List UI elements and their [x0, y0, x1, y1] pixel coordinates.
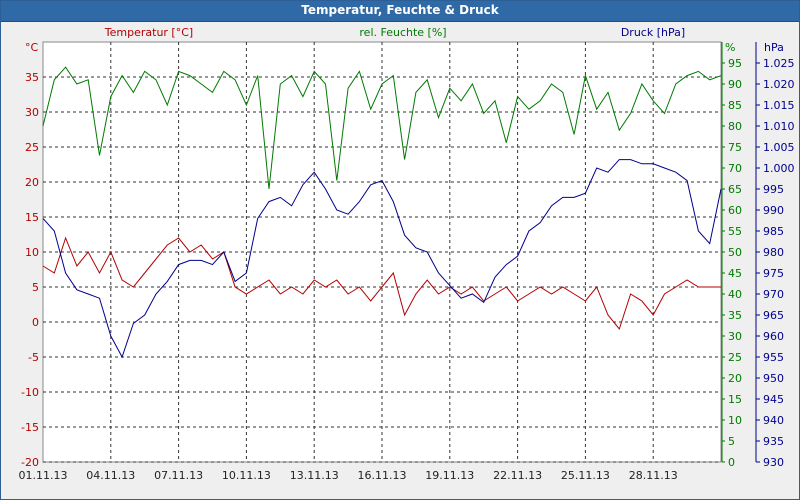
- pressure-tick-label: 940: [763, 414, 784, 427]
- humidity-tick-label: 90: [728, 78, 742, 91]
- humidity-tick-label: 95: [728, 57, 742, 70]
- temperature-tick-label: -10: [21, 386, 39, 399]
- humidity-tick-label: 45: [728, 267, 742, 280]
- pressure-tick-label: 1.010: [763, 120, 795, 133]
- pressure-tick-label: 960: [763, 330, 784, 343]
- pressure-tick-label: 930: [763, 456, 784, 469]
- temperature-unit-label: °C: [25, 41, 39, 54]
- x-tick-label: 25.11.13: [561, 469, 610, 482]
- pressure-tick-label: 955: [763, 351, 784, 364]
- humidity-tick-label: 10: [728, 414, 742, 427]
- pressure-tick-label: 990: [763, 204, 784, 217]
- humidity-tick-label: 25: [728, 351, 742, 364]
- temperature-tick-label: 5: [32, 281, 39, 294]
- pressure-series-line: [42, 159, 722, 359]
- temperature-series-line: [42, 236, 721, 331]
- humidity-tick-label: 80: [728, 120, 742, 133]
- pressure-tick-label: 1.005: [763, 141, 795, 154]
- humidity-tick-label: 65: [728, 183, 742, 196]
- pressure-tick-label: 975: [763, 267, 784, 280]
- humidity-tick-label: 30: [728, 330, 742, 343]
- pressure-tick-label: 945: [763, 393, 784, 406]
- humidity-tick-label: 40: [728, 288, 742, 301]
- temperature-tick-label: 0: [32, 316, 39, 329]
- humidity-series-line: [42, 66, 722, 190]
- legend-humidity: rel. Feuchte [%]: [359, 26, 446, 39]
- x-tick-label: 16.11.13: [358, 469, 407, 482]
- temperature-tick-label: 20: [25, 176, 39, 189]
- x-tick-label: 07.11.13: [154, 469, 203, 482]
- humidity-tick-label: 70: [728, 162, 742, 175]
- temperature-tick-label: -20: [21, 456, 39, 469]
- pressure-tick-label: 995: [763, 183, 784, 196]
- pressure-tick-label: 1.015: [763, 99, 795, 112]
- pressure-tick-label: 970: [763, 288, 784, 301]
- pressure-tick-label: 1.025: [763, 57, 795, 70]
- humidity-tick-label: 55: [728, 225, 742, 238]
- humidity-tick-label: 60: [728, 204, 742, 217]
- x-tick-label: 04.11.13: [86, 469, 135, 482]
- x-tick-label: 13.11.13: [290, 469, 339, 482]
- temperature-tick-label: -5: [28, 351, 39, 364]
- x-tick-label: 10.11.13: [222, 469, 271, 482]
- humidity-tick-label: 5: [728, 435, 735, 448]
- humidity-tick-label: 15: [728, 393, 742, 406]
- pressure-tick-label: 985: [763, 225, 784, 238]
- temperature-tick-label: 25: [25, 141, 39, 154]
- x-tick-label: 22.11.13: [493, 469, 542, 482]
- temperature-axis-ticks: -20 -15 -10 -5 0 5 10 15 20 25 30 35: [21, 71, 39, 469]
- temperature-tick-label: 10: [25, 246, 39, 259]
- temperature-tick-label: 30: [25, 106, 39, 119]
- temperature-tick-label: -15: [21, 421, 39, 434]
- legend-temperature: Temperatur [°C]: [104, 26, 193, 39]
- pressure-tick-label: 935: [763, 435, 784, 448]
- pressure-tick-label: 950: [763, 372, 784, 385]
- pressure-tick-label: 980: [763, 246, 784, 259]
- humidity-tick-label: 50: [728, 246, 742, 259]
- x-axis-ticks: 01.11.13 04.11.13 07.11.13 10.11.13 13.11.13…: [19, 469, 678, 482]
- legend-pressure: Druck [hPa]: [621, 26, 685, 39]
- pressure-tick-label: 1.020: [763, 78, 795, 91]
- pressure-unit-label: hPa: [764, 41, 784, 54]
- series-lines: [42, 66, 722, 359]
- temperature-tick-label: 15: [25, 211, 39, 224]
- x-tick-label: 01.11.13: [19, 469, 68, 482]
- humidity-tick-label: 85: [728, 99, 742, 112]
- humidity-tick-label: 0: [728, 456, 735, 469]
- title-bar: Temperatur, Feuchte & Druck: [1, 1, 799, 22]
- pressure-tick-label: 1.000: [763, 162, 795, 175]
- humidity-tick-label: 20: [728, 372, 742, 385]
- humidity-tick-label: 35: [728, 309, 742, 322]
- x-tick-label: 28.11.13: [629, 469, 678, 482]
- humidity-tick-label: 75: [728, 141, 742, 154]
- temperature-tick-label: 35: [25, 71, 39, 84]
- chart-title: Temperatur, Feuchte & Druck: [301, 3, 499, 17]
- pressure-tick-label: 965: [763, 309, 784, 322]
- pressure-axis-ticks: 930 935 940 945 950 955 960 965 970 975 980 985 990 9…: [755, 42, 795, 469]
- x-tick-label: 19.11.13: [425, 469, 474, 482]
- humidity-axis-ticks: 0 5 10 15 20 25 30 35 40 45 50 55 60 65 70 75 80 85 90 95: [721, 42, 742, 469]
- humidity-unit-label: %: [725, 41, 735, 54]
